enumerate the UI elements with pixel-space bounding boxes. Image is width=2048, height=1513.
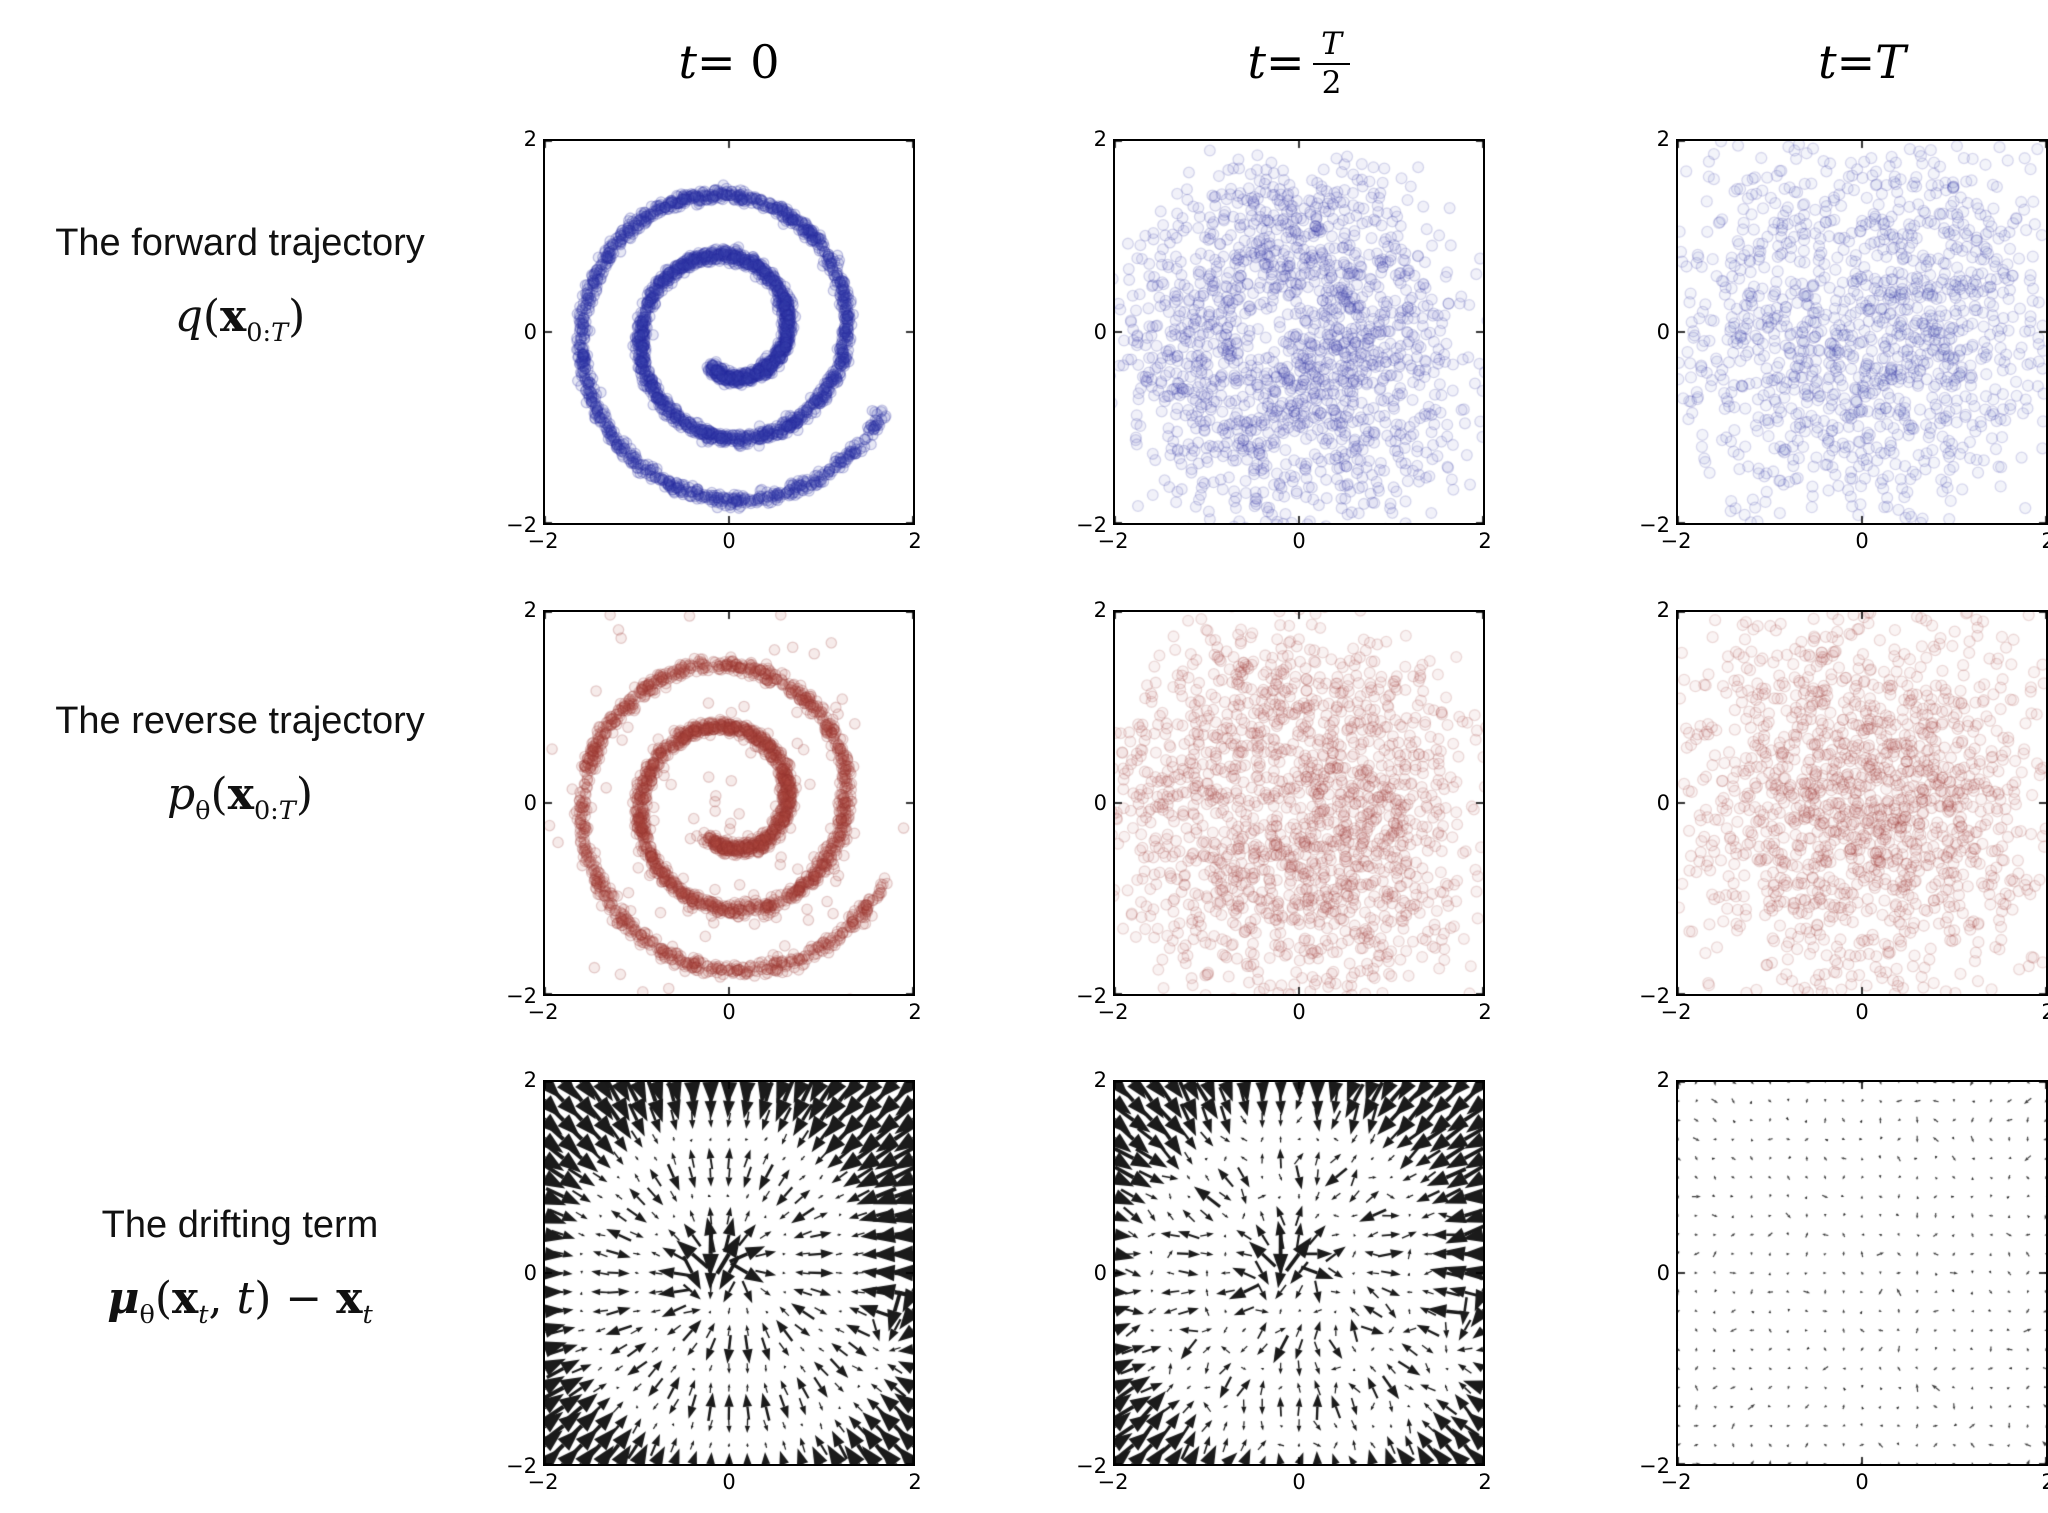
y-tick-label: −2 xyxy=(1639,1454,1670,1478)
plot-area xyxy=(543,139,915,525)
x-tick-label: 0 xyxy=(1292,1470,1306,1494)
plot-area xyxy=(543,610,915,996)
forward-thalf-canvas xyxy=(1115,141,1483,523)
y-tick-label: 2 xyxy=(523,127,537,151)
y-tick-label: −2 xyxy=(1076,513,1107,537)
y-tick-label: 2 xyxy=(1093,127,1107,151)
row-label-drift: The drifting term μθ(xt, t) − xt xyxy=(8,1204,472,1330)
y-tick-label: 0 xyxy=(1093,320,1107,344)
x-tick-label: 2 xyxy=(1478,529,1492,553)
column-header-tT: t = T xyxy=(1818,35,1906,89)
reverse-t0-canvas xyxy=(545,612,913,994)
subplot-forward-tT: 2 0 −2 −2 0 2 xyxy=(1628,125,2048,563)
forward-tT-canvas xyxy=(1678,141,2046,523)
y-tick-label: 2 xyxy=(1656,598,1670,622)
row-title-drift: The drifting term xyxy=(101,1204,379,1246)
subplot-drift-t0: 2 0 −2 −2 0 2 xyxy=(495,1066,947,1504)
x-tick-label: 0 xyxy=(722,1470,736,1494)
x-tick-label: −2 xyxy=(527,1000,559,1024)
x-tick-label: 2 xyxy=(1478,1000,1492,1024)
subplot-forward-t0: 2 0 −2 −2 0 2 xyxy=(495,125,947,563)
drift-t0-canvas xyxy=(545,1082,913,1464)
row-math-reverse: pθ(x0:T) xyxy=(167,769,313,826)
x-tick-label: 2 xyxy=(908,1000,922,1024)
y-tick-label: 0 xyxy=(1656,320,1670,344)
y-tick-label: 0 xyxy=(1656,791,1670,815)
column-header-t0: t = 0 xyxy=(678,35,780,89)
plot-area xyxy=(1676,139,2048,525)
y-tick-label: −2 xyxy=(506,984,537,1008)
reverse-tT-canvas xyxy=(1678,612,2046,994)
y-tick-label: −2 xyxy=(506,1454,537,1478)
x-tick-label: 2 xyxy=(2016,1470,2048,1494)
x-tick-label: 2 xyxy=(1478,1470,1492,1494)
y-tick-label: 2 xyxy=(1093,1068,1107,1092)
y-tick-label: −2 xyxy=(1639,984,1670,1008)
x-tick-label: 0 xyxy=(1855,1470,1869,1494)
x-tick-label: −2 xyxy=(1097,529,1129,553)
x-tick-label: −2 xyxy=(527,1470,559,1494)
y-tick-label: 2 xyxy=(523,1068,537,1092)
y-tick-label: −2 xyxy=(1639,513,1670,537)
y-tick-label: 0 xyxy=(523,791,537,815)
x-tick-label: 0 xyxy=(1855,529,1869,553)
x-tick-label: 2 xyxy=(2016,529,2048,553)
row-label-forward: The forward trajectory q(x0:T) xyxy=(8,222,472,348)
drift-tT-canvas xyxy=(1678,1082,2046,1464)
forward-t0-canvas xyxy=(545,141,913,523)
y-tick-label: −2 xyxy=(1076,1454,1107,1478)
plot-area xyxy=(1113,610,1485,996)
x-tick-label: −2 xyxy=(527,529,559,553)
row-label-reverse: The reverse trajectory pθ(x0:T) xyxy=(8,700,472,826)
row-math-drift: μθ(xt, t) − xt xyxy=(107,1273,373,1330)
reverse-thalf-canvas xyxy=(1115,612,1483,994)
x-tick-label: 0 xyxy=(1292,1000,1306,1024)
row-math-forward: q(x0:T) xyxy=(174,291,306,348)
drift-thalf-canvas xyxy=(1115,1082,1483,1464)
x-tick-label: 2 xyxy=(908,529,922,553)
y-tick-label: 2 xyxy=(523,598,537,622)
plot-area xyxy=(543,1080,915,1466)
y-tick-label: 0 xyxy=(1093,791,1107,815)
plot-area xyxy=(1113,1080,1485,1466)
y-tick-label: 0 xyxy=(1656,1261,1670,1285)
x-tick-label: −2 xyxy=(1660,1000,1692,1024)
subplot-forward-thalf: 2 0 −2 −2 0 2 xyxy=(1065,125,1517,563)
row-title-forward: The forward trajectory xyxy=(55,222,425,264)
x-tick-label: 0 xyxy=(722,1000,736,1024)
subplot-reverse-tT: 2 0 −2 −2 0 2 xyxy=(1628,596,2048,1034)
y-tick-label: 0 xyxy=(523,320,537,344)
plot-area xyxy=(1676,1080,2048,1466)
x-tick-label: −2 xyxy=(1660,1470,1692,1494)
x-tick-label: −2 xyxy=(1660,529,1692,553)
x-tick-label: 0 xyxy=(722,529,736,553)
y-tick-label: 2 xyxy=(1656,1068,1670,1092)
y-tick-label: 2 xyxy=(1093,598,1107,622)
x-tick-label: 0 xyxy=(1855,1000,1869,1024)
y-tick-label: 0 xyxy=(523,1261,537,1285)
row-title-reverse: The reverse trajectory xyxy=(55,700,425,742)
x-tick-label: 2 xyxy=(908,1470,922,1494)
plot-area xyxy=(1113,139,1485,525)
subplot-drift-thalf: 2 0 −2 −2 0 2 xyxy=(1065,1066,1517,1504)
x-tick-label: 0 xyxy=(1292,529,1306,553)
x-tick-label: −2 xyxy=(1097,1470,1129,1494)
y-tick-label: −2 xyxy=(1076,984,1107,1008)
y-tick-label: −2 xyxy=(506,513,537,537)
y-tick-label: 2 xyxy=(1656,127,1670,151)
x-tick-label: −2 xyxy=(1097,1000,1129,1024)
x-tick-label: 2 xyxy=(2016,1000,2048,1024)
subplot-reverse-t0: 2 0 −2 −2 0 2 xyxy=(495,596,947,1034)
plot-area xyxy=(1676,610,2048,996)
subplot-reverse-thalf: 2 0 −2 −2 0 2 xyxy=(1065,596,1517,1034)
subplot-drift-tT: 2 0 −2 −2 0 2 xyxy=(1628,1066,2048,1504)
y-tick-label: 0 xyxy=(1093,1261,1107,1285)
